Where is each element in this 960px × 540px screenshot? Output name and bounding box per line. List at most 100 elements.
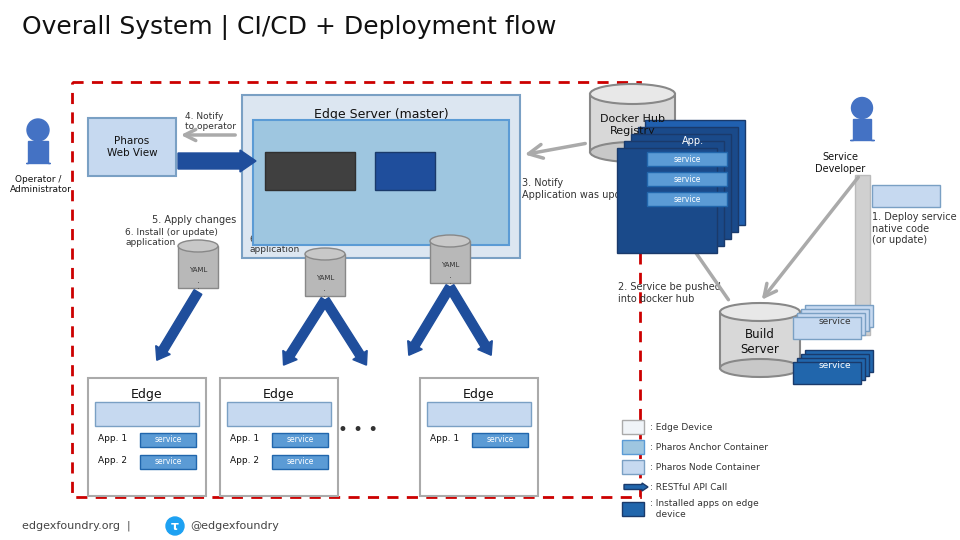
- Text: Pharos
Web View: Pharos Web View: [107, 136, 157, 158]
- Bar: [227, 402, 331, 426]
- Text: : Pharos Node Container: : Pharos Node Container: [650, 462, 759, 471]
- Text: service: service: [487, 435, 514, 444]
- Bar: [647, 172, 727, 186]
- Bar: [375, 152, 435, 190]
- Bar: [638, 127, 738, 232]
- Text: App. 1: App. 1: [230, 434, 259, 443]
- Text: edgexfoundry.org  |: edgexfoundry.org |: [22, 521, 131, 531]
- Text: Operator /: Operator /: [15, 175, 61, 184]
- Bar: [95, 402, 199, 426]
- Text: Edge: Edge: [132, 388, 163, 401]
- Bar: [622, 420, 644, 434]
- Text: YAML: YAML: [441, 262, 459, 268]
- Text: Docker Hub
Registry: Docker Hub Registry: [600, 114, 665, 136]
- Bar: [178, 246, 218, 288]
- FancyArrow shape: [322, 298, 367, 365]
- Text: .: .: [197, 275, 200, 285]
- FancyArrow shape: [283, 298, 328, 365]
- Text: Edge
Controller: Edge Controller: [384, 161, 426, 181]
- FancyArrow shape: [446, 285, 492, 355]
- Text: @edgexfoundry: @edgexfoundry: [190, 521, 278, 531]
- Bar: [242, 95, 520, 258]
- Text: service: service: [286, 457, 314, 467]
- Ellipse shape: [720, 359, 800, 377]
- Bar: [265, 152, 355, 190]
- Ellipse shape: [720, 303, 800, 321]
- Bar: [801, 309, 869, 331]
- FancyArrow shape: [26, 141, 50, 163]
- Bar: [617, 148, 717, 253]
- Bar: [622, 502, 644, 516]
- Text: service: service: [286, 435, 314, 444]
- Bar: [420, 378, 538, 496]
- Bar: [797, 358, 865, 380]
- Text: Edge: Edge: [263, 388, 295, 401]
- Text: Administrator: Administrator: [10, 185, 72, 194]
- FancyArrow shape: [851, 118, 874, 139]
- FancyArrow shape: [408, 285, 454, 355]
- Bar: [624, 141, 724, 246]
- FancyArrow shape: [156, 289, 202, 360]
- Text: service: service: [155, 435, 181, 444]
- Bar: [272, 433, 328, 447]
- Bar: [622, 440, 644, 454]
- Bar: [631, 134, 731, 239]
- Text: Edge: Edge: [463, 388, 494, 401]
- Text: 2. Service be pushed
into docker hub: 2. Service be pushed into docker hub: [618, 282, 721, 303]
- Text: Pharos Node
Container: Pharos Node Container: [123, 404, 171, 424]
- Bar: [793, 362, 861, 384]
- Bar: [872, 185, 940, 207]
- Text: : RESTful API Call: : RESTful API Call: [650, 483, 728, 491]
- Bar: [305, 254, 345, 296]
- Bar: [88, 378, 206, 496]
- Text: 5. Apply changes: 5. Apply changes: [152, 215, 236, 225]
- Bar: [647, 152, 727, 166]
- Text: τ: τ: [171, 519, 179, 532]
- Text: service: service: [673, 154, 701, 164]
- Bar: [793, 317, 861, 339]
- Text: : Edge Device: : Edge Device: [650, 422, 712, 431]
- Bar: [720, 312, 800, 368]
- Text: YAML: YAML: [189, 267, 207, 273]
- Text: Service
Developer: Service Developer: [815, 152, 865, 173]
- Bar: [645, 120, 745, 225]
- Bar: [72, 82, 640, 497]
- Text: .: .: [324, 283, 326, 293]
- Text: Pharos Node
Container: Pharos Node Container: [254, 404, 303, 424]
- Text: Group
Management: Group Management: [282, 161, 338, 181]
- Bar: [272, 455, 328, 469]
- Text: .: .: [448, 276, 451, 286]
- Bar: [140, 433, 196, 447]
- Text: • • •: • • •: [338, 421, 378, 439]
- Text: service: service: [819, 361, 852, 370]
- Bar: [805, 350, 873, 372]
- Text: .: .: [448, 270, 451, 280]
- Text: : Pharos Anchor Container: : Pharos Anchor Container: [650, 442, 768, 451]
- Text: 6. Install (or update)
application: 6. Install (or update) application: [250, 235, 343, 254]
- Text: App. 1: App. 1: [98, 434, 127, 443]
- Text: YAML: YAML: [316, 275, 334, 281]
- Ellipse shape: [430, 235, 470, 247]
- Bar: [590, 94, 675, 152]
- FancyArrow shape: [178, 150, 256, 172]
- Bar: [253, 120, 509, 245]
- Text: 4. Notify
to operator: 4. Notify to operator: [185, 112, 236, 131]
- Text: 1. Deploy service
native code
(or update): 1. Deploy service native code (or update…: [872, 212, 956, 245]
- Ellipse shape: [305, 248, 345, 260]
- Text: Edge Server (master): Edge Server (master): [314, 108, 448, 121]
- Bar: [472, 433, 528, 447]
- Text: service: service: [155, 457, 181, 467]
- FancyArrow shape: [624, 483, 648, 491]
- Text: service: service: [673, 194, 701, 204]
- Bar: [805, 305, 873, 327]
- Text: service: service: [819, 316, 852, 326]
- Bar: [855, 175, 870, 335]
- Text: 3. Notify
Application was updated: 3. Notify Application was updated: [522, 178, 643, 200]
- Text: 6. Install (or update)
application: 6. Install (or update) application: [388, 224, 481, 244]
- Bar: [801, 354, 869, 376]
- Text: Pharos Anchor Container: Pharos Anchor Container: [316, 133, 446, 143]
- Ellipse shape: [590, 142, 675, 162]
- Bar: [220, 378, 338, 496]
- Ellipse shape: [178, 240, 218, 252]
- Text: App. 2: App. 2: [98, 456, 127, 465]
